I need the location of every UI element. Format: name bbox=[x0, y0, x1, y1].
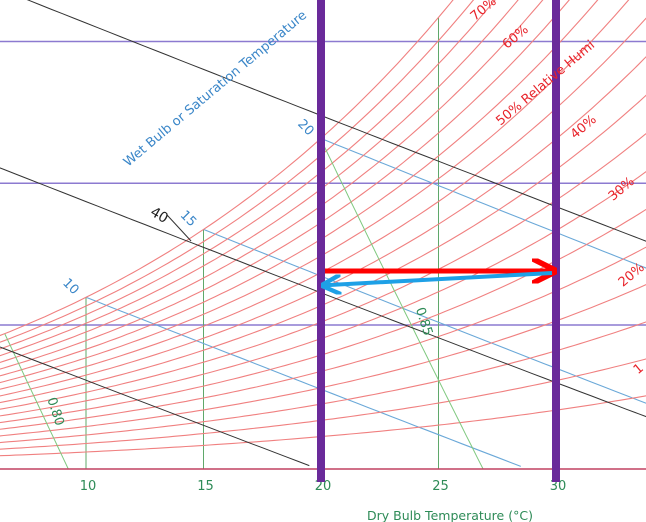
wet-bulb-lines bbox=[85, 137, 646, 467]
enthalpy-line bbox=[0, 167, 646, 418]
specific-volume-line bbox=[322, 142, 484, 469]
x-tick-label: 25 bbox=[432, 479, 449, 494]
rh-label: 20% bbox=[616, 260, 646, 290]
wet-bulb-axis-label: Wet Bulb or Saturation Temperature bbox=[121, 8, 310, 170]
wet-bulb-line bbox=[320, 137, 646, 269]
wet-bulb-label: 10 bbox=[59, 276, 81, 298]
enthalpy-line bbox=[0, 346, 310, 467]
wet-bulb-label: 15 bbox=[177, 208, 199, 230]
specific-volume-line bbox=[4, 333, 69, 469]
specific-volume-lines bbox=[4, 142, 484, 469]
rh-label: 70% bbox=[468, 0, 500, 24]
x-tick-label: 10 bbox=[80, 479, 97, 494]
enthalpy-leader bbox=[166, 214, 192, 242]
process-arrows bbox=[325, 271, 552, 285]
evaporative-cooling-arrow bbox=[325, 271, 553, 285]
wet-bulb-line bbox=[85, 296, 521, 467]
wet-bulb-line bbox=[203, 228, 646, 404]
rh-label: 40% bbox=[568, 112, 600, 142]
enthalpy-label: 40 bbox=[147, 204, 170, 227]
x-tick-label: 30 bbox=[550, 479, 567, 494]
rh-label: 30% bbox=[606, 174, 638, 204]
x-axis-label: Dry Bulb Temperature (°C) bbox=[367, 508, 533, 522]
x-tick-label: 20 bbox=[315, 479, 332, 494]
enthalpy-lines bbox=[0, 0, 646, 467]
enthalpy-line bbox=[26, 0, 646, 242]
x-tick-label: 15 bbox=[197, 479, 214, 494]
rh-label: 1 bbox=[631, 361, 646, 378]
highlighted-dry-bulb-lines bbox=[317, 0, 560, 482]
wet-bulb-label: 20 bbox=[294, 117, 316, 139]
